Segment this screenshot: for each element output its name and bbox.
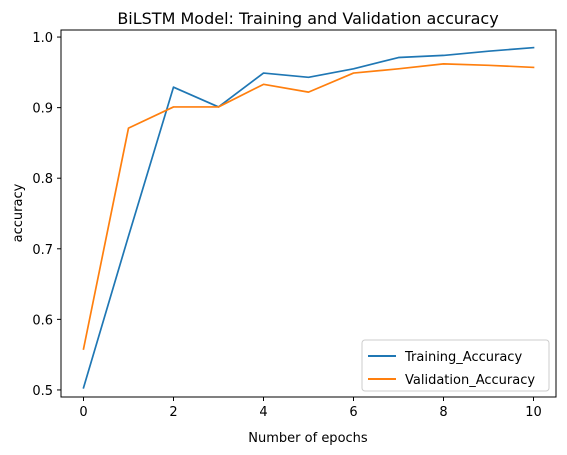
y-tick-label: 0.5 [32,384,53,399]
series-lines [82,46,535,389]
x-tick-label: 10 [525,405,542,420]
x-tick-label: 6 [349,405,357,420]
y-tick-label: 0.9 [32,102,53,117]
y-tick-label: 0.6 [32,313,53,328]
x-tick-label: 8 [439,405,447,420]
x-tick-label: 4 [259,405,267,420]
legend-box [361,339,550,392]
series-line-validation [82,63,535,351]
y-tick-label: 1.0 [32,31,53,46]
x-tick-label: 2 [169,405,177,420]
y-axis-ticks: 0.5 0.6 0.7 0.8 0.9 1.0 [32,31,61,399]
x-axis-label: Number of epochs [248,431,368,446]
y-tick-label: 0.8 [32,172,53,187]
legend: Training_Accuracy Validation_Accuracy [361,339,550,392]
x-tick-label: 0 [79,405,87,420]
x-axis-ticks: 0 2 4 6 8 10 [79,397,542,420]
series-line-training [82,46,535,389]
plot-frame [60,29,557,398]
y-axis-label: accuracy [11,183,26,242]
legend-label-validation: Validation_Accuracy [405,373,535,388]
plot-area [61,30,556,397]
y-tick-label: 0.7 [32,243,53,258]
legend-label-training: Training_Accuracy [404,350,522,365]
chart-title: BiLSTM Model: Training and Validation ac… [117,9,498,28]
